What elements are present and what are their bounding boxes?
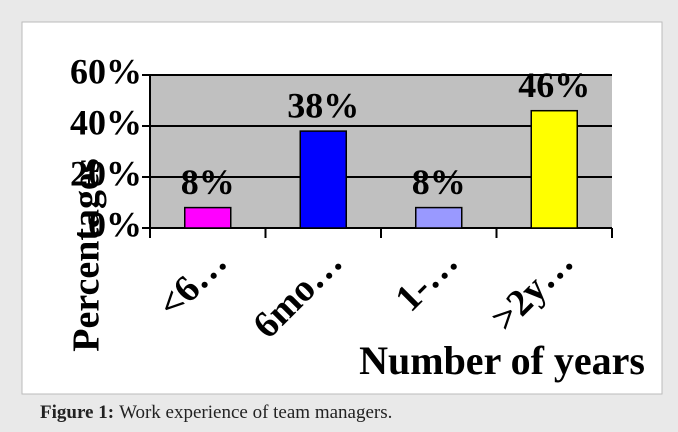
y-axis-title: Percentages [66,158,108,351]
data-label: 8% [181,162,235,202]
data-label: 46% [518,65,590,105]
chart: Percentages Number of years 0%20%40%60%<… [21,21,663,395]
caption-text: Work experience of team managers. [119,402,393,423]
bar [530,109,578,229]
bar [299,130,347,229]
caption: Figure 1: Work experience of team manager… [40,402,392,424]
caption-label: Figure 1: [40,402,115,423]
data-label: 8% [412,162,466,202]
y-tick-label: 60% [70,51,142,91]
bar [184,206,232,229]
y-tick-label: 40% [70,102,142,142]
y-tick-label: 20% [70,153,142,193]
bar [415,206,463,229]
y-tick-label: 0% [88,204,142,244]
x-axis-title: Number of years [359,338,645,383]
data-label: 38% [287,85,359,125]
